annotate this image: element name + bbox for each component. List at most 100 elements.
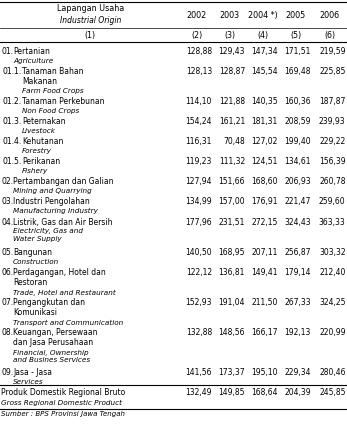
Text: 220,99: 220,99 [319,328,346,337]
Text: 121,88: 121,88 [219,97,245,106]
Text: 229,34: 229,34 [285,368,311,377]
Text: 140,35: 140,35 [251,97,278,106]
Text: 173,37: 173,37 [218,368,245,377]
Text: Forestry: Forestry [22,148,52,154]
Text: 171,51: 171,51 [285,47,311,56]
Text: 03.: 03. [1,198,13,207]
Text: 259,60: 259,60 [319,198,346,207]
Text: Fishery: Fishery [22,168,48,174]
Text: 256,87: 256,87 [285,248,311,257]
Text: 01.5.: 01.5. [3,157,22,166]
Text: Non Food Crops: Non Food Crops [22,108,79,114]
Text: 219,59: 219,59 [319,47,346,56]
Text: Gross Regional Domestic Product: Gross Regional Domestic Product [1,400,122,406]
Text: 2004 *): 2004 *) [248,11,278,20]
Text: (5): (5) [290,31,302,40]
Text: 2003: 2003 [220,11,240,20]
Text: Mining and Quarrying: Mining and Quarrying [13,188,92,194]
Text: Bangunan: Bangunan [13,248,52,257]
Text: Keuangan, Persewaan
dan Jasa Perusahaan: Keuangan, Persewaan dan Jasa Perusahaan [13,328,98,348]
Text: Pertanian: Pertanian [13,47,50,56]
Text: 280,46: 280,46 [319,368,346,377]
Text: Construction: Construction [13,259,59,265]
Text: (4): (4) [257,31,269,40]
Text: 204,39: 204,39 [284,389,311,397]
Text: 181,31: 181,31 [252,117,278,126]
Text: 206,93: 206,93 [284,177,311,186]
Text: 157,00: 157,00 [218,198,245,207]
Text: 119,23: 119,23 [186,157,212,166]
Text: 191,04: 191,04 [219,298,245,307]
Text: 267,33: 267,33 [284,298,311,307]
Text: Listrik, Gas dan Air Bersih: Listrik, Gas dan Air Bersih [13,218,113,227]
Text: Trade, Hotel and Restaurant: Trade, Hotel and Restaurant [13,289,116,296]
Text: 177,96: 177,96 [185,218,212,227]
Text: 168,95: 168,95 [219,248,245,257]
Text: Perdagangan, Hotel dan
Restoran: Perdagangan, Hotel dan Restoran [13,268,106,287]
Text: 140,50: 140,50 [185,248,212,257]
Text: 145,54: 145,54 [251,67,278,76]
Text: Tanaman Perkebunan: Tanaman Perkebunan [22,97,104,106]
Text: 114,10: 114,10 [186,97,212,106]
Text: Produk Domestik Regional Bruto: Produk Domestik Regional Bruto [1,389,125,397]
Text: 272,15: 272,15 [252,218,278,227]
Text: 129,43: 129,43 [219,47,245,56]
Text: 04.: 04. [1,218,13,227]
Text: Industri Pengolahan: Industri Pengolahan [13,198,90,207]
Text: 221,47: 221,47 [285,198,311,207]
Text: 231,51: 231,51 [219,218,245,227]
Text: 152,93: 152,93 [186,298,212,307]
Text: 160,36: 160,36 [284,97,311,106]
Text: 149,85: 149,85 [219,389,245,397]
Text: 225,85: 225,85 [319,67,346,76]
Text: 128,88: 128,88 [186,47,212,56]
Text: 169,48: 169,48 [285,67,311,76]
Text: 08.: 08. [1,328,13,337]
Text: 116,31: 116,31 [186,137,212,146]
Text: (3): (3) [224,31,236,40]
Text: 168,64: 168,64 [252,389,278,397]
Text: 161,21: 161,21 [219,117,245,126]
Text: 147,34: 147,34 [251,47,278,56]
Text: 148,56: 148,56 [219,328,245,337]
Text: Kehutanan: Kehutanan [22,137,63,146]
Text: 208,59: 208,59 [285,117,311,126]
Text: Industrial Origin: Industrial Origin [60,17,121,26]
Text: 192,13: 192,13 [285,328,311,337]
Text: 363,33: 363,33 [319,218,346,227]
Text: 07.: 07. [1,298,13,307]
Text: 05.: 05. [1,248,13,257]
Text: 134,61: 134,61 [285,157,311,166]
Text: Farm Food Crops: Farm Food Crops [22,89,84,95]
Text: Perikanan: Perikanan [22,157,60,166]
Text: Electricity, Gas and
Water Supply: Electricity, Gas and Water Supply [13,228,83,242]
Text: 128,13: 128,13 [186,67,212,76]
Text: 2002: 2002 [187,11,207,20]
Text: Transport and Communication: Transport and Communication [13,320,124,326]
Text: 176,91: 176,91 [252,198,278,207]
Text: 124,51: 124,51 [252,157,278,166]
Text: 260,78: 260,78 [319,177,346,186]
Text: 211,50: 211,50 [252,298,278,307]
Text: 179,14: 179,14 [285,268,311,277]
Text: Pertambangan dan Galian: Pertambangan dan Galian [13,177,114,186]
Text: 141,56: 141,56 [186,368,212,377]
Text: 168,60: 168,60 [252,177,278,186]
Text: Livestock: Livestock [22,128,56,134]
Text: 134,99: 134,99 [185,198,212,207]
Text: 2006: 2006 [320,11,340,20]
Text: 127,02: 127,02 [252,137,278,146]
Text: 06.: 06. [1,268,13,277]
Text: 166,17: 166,17 [252,328,278,337]
Text: 132,88: 132,88 [186,328,212,337]
Text: 229,22: 229,22 [319,137,346,146]
Text: 2005: 2005 [286,11,306,20]
Text: 132,49: 132,49 [186,389,212,397]
Text: 128,87: 128,87 [219,67,245,76]
Text: (2): (2) [191,31,203,40]
Text: 151,66: 151,66 [219,177,245,186]
Text: 01.: 01. [1,47,13,56]
Text: 156,39: 156,39 [319,157,346,166]
Text: (6): (6) [324,31,335,40]
Text: 02.: 02. [1,177,13,186]
